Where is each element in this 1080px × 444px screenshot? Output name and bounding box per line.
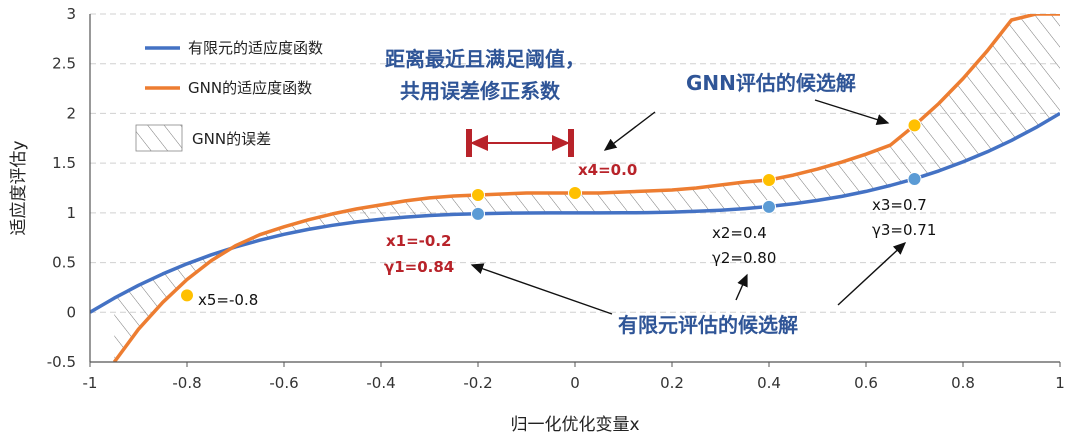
label-x3: x3=0.7 [872, 196, 927, 214]
data-point-5 [471, 206, 485, 221]
arrow-to-x3-fem [837, 242, 907, 306]
y-tick-label-0: -0.5 [47, 353, 76, 371]
legend-label-error: GNN的误差 [192, 130, 271, 148]
x-tick-label-3: -0.4 [366, 374, 395, 392]
x-tick-label-9: 0.8 [951, 374, 975, 392]
arrow-to-x4 [603, 111, 656, 151]
y-tick-label-4: 1.5 [52, 154, 76, 172]
data-point-2 [568, 185, 582, 200]
x-tick-label-4: -0.2 [463, 374, 492, 392]
x-tick-label-10: 1 [1055, 374, 1065, 392]
series-line-gnn [112, 14, 1060, 362]
y-tick-label-3: 1 [66, 204, 76, 222]
annotation-title-line-2-text: 共用误差修正系数 [400, 79, 561, 103]
data-points [180, 118, 922, 303]
annotation-title-line-1-text: 距离最近且满足阈值， [385, 47, 585, 71]
label-gamma3: γ3=0.71 [872, 221, 936, 239]
y-tick-label-1: 0 [66, 303, 76, 321]
x-tick-label-2: -0.6 [269, 374, 298, 392]
label-x4-text: x4=0.0 [578, 161, 637, 179]
gnn-error-hatch-area [114, 14, 1060, 362]
x-axis-title: 归一化优化变量x [510, 415, 639, 435]
data-point-7 [907, 172, 922, 187]
x-tick-label-0: -1 [83, 374, 98, 392]
legend-label-gnn: GNN的适应度函数 [188, 79, 312, 97]
annotation-title-line-1: 距离最近且满足阈值， [385, 47, 585, 71]
label-gamma1: γ1=0.84 [384, 258, 454, 276]
arrow-to-x3-gnn [814, 99, 890, 125]
x-tick-label-7: 0.4 [757, 374, 781, 392]
annotation-gnn-candidates: GNN评估的候选解 [686, 71, 856, 95]
legend-swatch-error [135, 124, 183, 152]
legend: 有限元的适应度函数 GNN的适应度函数 GNN的误差 [135, 39, 323, 152]
arrow-to-x1-fem [470, 263, 613, 315]
label-x4: x4=0.0 [578, 161, 637, 179]
series-lines [90, 14, 1060, 362]
data-point-4 [907, 118, 922, 133]
data-point-0 [180, 288, 194, 303]
label-x1: x1=-0.2 [386, 232, 451, 250]
label-x5: x5=-0.8 [198, 291, 258, 309]
legend-label-fem: 有限元的适应度函数 [188, 39, 323, 57]
data-point-1 [471, 187, 485, 202]
y-tick-label-2: 0.5 [52, 254, 76, 272]
tick-labels: -1 -0.8 -0.6 -0.4 -0.2 0 0.2 0.4 0.6 0.8 1 -0.5 0 0.5… [47, 5, 1065, 392]
x-tick-label-6: 0.2 [660, 374, 684, 392]
series-line-fem [90, 111, 1060, 314]
y-tick-label-6: 2.5 [52, 55, 76, 73]
x-tick-label-8: 0.6 [854, 374, 878, 392]
x-tick-label-1: -0.8 [172, 374, 201, 392]
data-point-6 [762, 199, 776, 214]
annotation-fem-candidates: 有限元评估的候选解 [618, 313, 798, 337]
y-tick-label-7: 3 [66, 5, 76, 23]
x-tick-label-5: 0 [570, 374, 580, 392]
arrow-to-x2-fem [735, 273, 748, 301]
gnn-error-hatch [114, 14, 1060, 362]
label-x2: x2=0.4 [712, 224, 767, 242]
y-axis-title: 适应度评估y [9, 140, 29, 235]
annotation-title-line-2: 共用误差修正系数 [400, 79, 561, 103]
label-gamma2: γ2=0.80 [712, 249, 776, 267]
data-point-3 [762, 173, 776, 188]
y-tick-label-5: 2 [66, 104, 76, 122]
